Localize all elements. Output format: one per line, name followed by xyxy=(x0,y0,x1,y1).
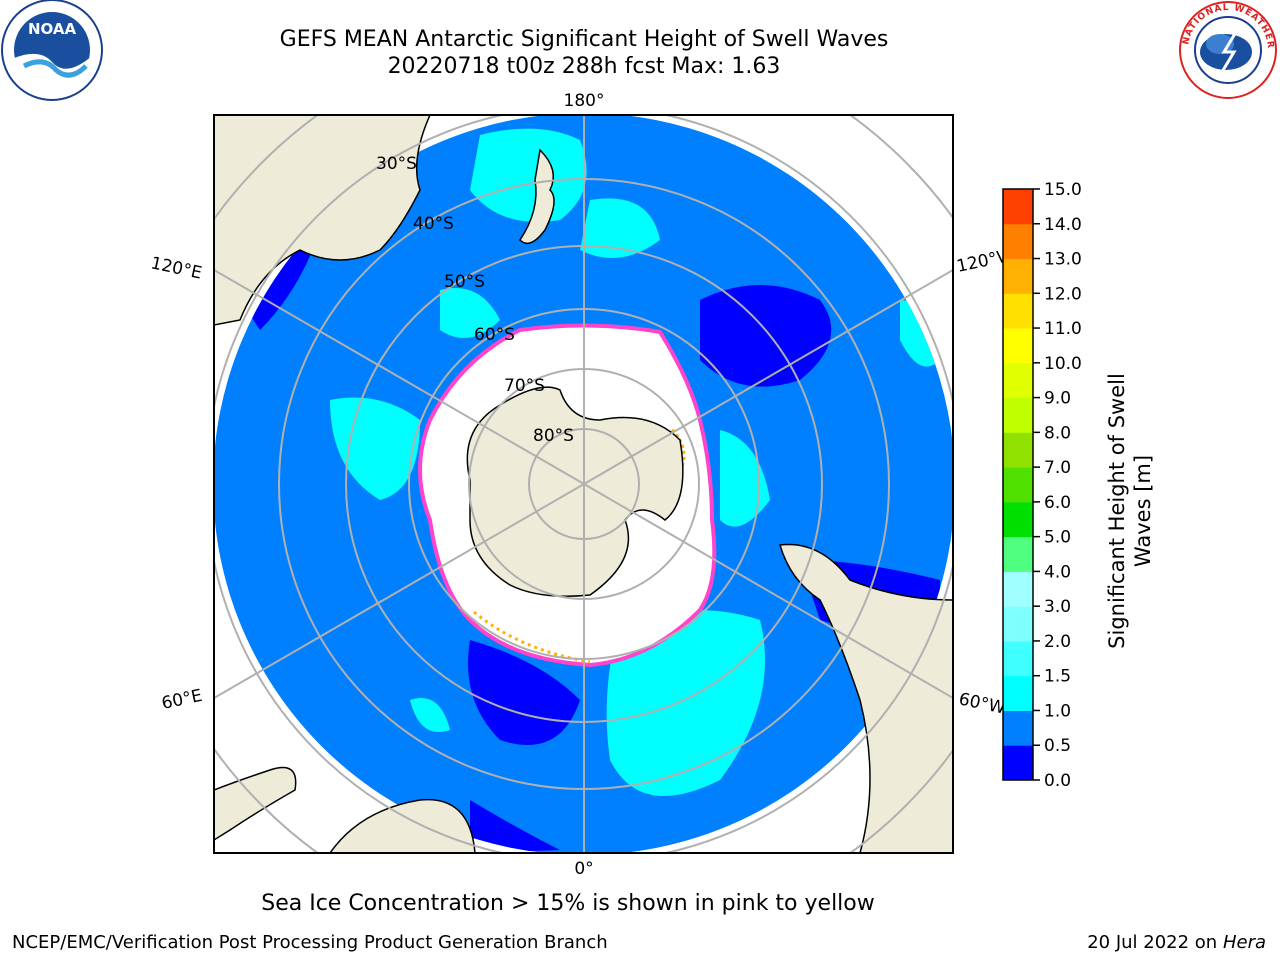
lat-label-70s: 70°S xyxy=(504,376,545,396)
colorbar-tick-label: 4.0 xyxy=(1044,562,1071,582)
low-swell-region xyxy=(700,285,832,387)
low-swell-region xyxy=(470,800,560,853)
colorbar-band xyxy=(1003,467,1033,503)
colorbar-tick-label: 5.0 xyxy=(1044,528,1071,548)
colorbar-band xyxy=(1003,258,1033,294)
colorbar-title: Significant Height of Swell Waves [m] xyxy=(1104,301,1156,721)
lat-label-50s: 50°S xyxy=(444,272,485,292)
colorbar-tick-label: 9.0 xyxy=(1044,389,1071,409)
chart-subtitle: 20220718 t00z 288h fcst Max: 1.63 xyxy=(387,54,781,79)
colorbar-band xyxy=(1003,571,1033,607)
colorbar-band xyxy=(1003,397,1033,433)
lon-label-120e: 120°E xyxy=(149,253,204,283)
lat-label-40s: 40°S xyxy=(413,214,454,234)
footer-left: NCEP/EMC/Verification Post Processing Pr… xyxy=(12,932,608,953)
colorbar-tick-label: 14.0 xyxy=(1044,215,1082,235)
colorbar-tick-label: 1.5 xyxy=(1044,667,1071,687)
colorbar-band xyxy=(1003,432,1033,468)
lon-label-0: 0° xyxy=(574,859,593,879)
footer-right: 20 Jul 2022 on Hera xyxy=(1087,932,1266,953)
sea-ice-caption: Sea Ice Concentration > 15% is shown in … xyxy=(261,891,875,916)
noaa-logo-text: NOAA xyxy=(28,20,77,38)
swell-region xyxy=(330,397,420,500)
swell-region xyxy=(470,128,587,222)
colorbar: 0.0 0.5 1.0 1.5 2.0 3.0 4.0 5.0 6.0 7.0 8.0 9.0 10.0… xyxy=(1002,180,1082,790)
colorbar-title-line1: Significant Height of Swell xyxy=(1105,373,1129,649)
africa xyxy=(329,798,476,853)
south-america xyxy=(779,543,953,853)
colorbar-tick-label: 3.0 xyxy=(1044,597,1071,617)
colorbar-band xyxy=(1003,606,1033,642)
colorbar-tick-label: 12.0 xyxy=(1044,284,1082,304)
colorbar-tick-label: 15.0 xyxy=(1044,180,1082,200)
colorbar-ticks: 0.0 0.5 1.0 1.5 2.0 3.0 4.0 5.0 6.0 7.0 8.0 9.0 10.0… xyxy=(1033,180,1082,790)
colorbar-band xyxy=(1003,675,1033,711)
noaa-logo: NOAA xyxy=(1,0,103,101)
colorbar-band xyxy=(1003,536,1033,572)
colorbar-band xyxy=(1003,501,1033,538)
longitude-grid xyxy=(214,115,953,853)
colorbar-band xyxy=(1003,189,1033,225)
lat-label-80s: 80°S xyxy=(533,426,574,446)
lon-label-60e: 60°E xyxy=(160,686,204,714)
footer-host: Hera xyxy=(1222,932,1266,953)
colorbar-band xyxy=(1003,223,1033,260)
nws-logo: NATIONAL WEATHER SERVICE xyxy=(1176,0,1277,99)
lon-label-180: 180° xyxy=(564,91,605,111)
low-swell-region xyxy=(240,230,320,330)
colorbar-band xyxy=(1003,640,1033,677)
colorbar-band xyxy=(1003,710,1033,746)
swell-region xyxy=(440,288,500,338)
colorbar-frame xyxy=(1002,188,1034,781)
colorbar-tick-label: 8.0 xyxy=(1044,423,1071,443)
colorbar-tick-label: 11.0 xyxy=(1044,319,1082,339)
madagascar xyxy=(214,766,297,841)
colorbar-tick-label: 2.0 xyxy=(1044,632,1071,652)
colorbar-tick-label: 6.0 xyxy=(1044,493,1071,513)
colorbar-tick-label: 13.0 xyxy=(1044,250,1082,270)
swell-region xyxy=(410,698,450,732)
colorbar-band xyxy=(1003,745,1033,781)
colorbar-bands xyxy=(1003,189,1033,781)
antarctica xyxy=(466,386,684,597)
colorbar-tick-label: 10.0 xyxy=(1044,354,1082,374)
colorbar-tick-label: 1.0 xyxy=(1044,701,1071,721)
chart-title: GEFS MEAN Antarctic Significant Height o… xyxy=(279,27,889,52)
swell-region xyxy=(606,610,765,796)
colorbar-tick-label: 0.0 xyxy=(1044,771,1071,790)
map-frame xyxy=(213,114,954,854)
low-swell-region xyxy=(468,640,580,745)
lat-label-60s: 60°S xyxy=(474,325,515,345)
swell-region xyxy=(580,198,660,258)
colorbar-title-line2: Waves [m] xyxy=(1131,454,1155,568)
colorbar-band xyxy=(1003,293,1033,329)
colorbar-band xyxy=(1003,328,1033,364)
colorbar-band xyxy=(1003,362,1033,399)
lat-label-30s: 30°S xyxy=(376,154,417,174)
colorbar-tick-label: 0.5 xyxy=(1044,736,1071,756)
colorbar-tick-label: 7.0 xyxy=(1044,458,1071,478)
footer-date: 20 Jul 2022 on xyxy=(1087,932,1223,953)
